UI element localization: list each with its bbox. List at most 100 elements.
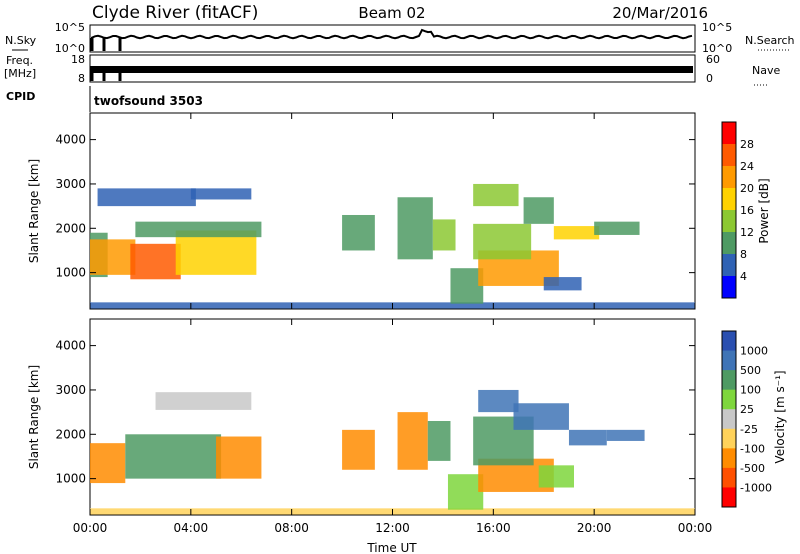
colorbar-tick-label: 16: [740, 204, 754, 217]
nave-tick-bottom: 0: [706, 72, 713, 85]
y-tick-label: 1000: [55, 472, 86, 486]
nave-label: Nave: [752, 64, 780, 77]
x-tick-label: 20:00: [577, 521, 612, 535]
data-patch: [125, 434, 222, 479]
data-patch: [568, 429, 607, 446]
colorbar-swatch: [722, 467, 736, 488]
colorbar-swatch: [722, 448, 736, 469]
y-tick-label: 2000: [55, 221, 86, 235]
colorbar-swatch: [722, 389, 736, 410]
power-plot-area: [89, 112, 696, 310]
colorbar-swatch: [722, 428, 736, 449]
parameter-panels: N.Sky 10^5 10^0 10^5 10^0 N.Search Freq.…: [4, 21, 795, 112]
freq-trace: [90, 66, 693, 81]
nave-tick-top: 60: [706, 53, 720, 66]
date-title: 20/Mar/2016: [612, 4, 708, 22]
nsearch-tick-top: 10^5: [702, 21, 732, 34]
data-patch: [478, 389, 519, 413]
data-patch: [553, 226, 600, 240]
colorbar-tick-label: 25: [740, 403, 754, 416]
colorbar-tick-label: 12: [740, 226, 754, 239]
y-tick-label: 3000: [55, 177, 86, 191]
x-tick-label: 08:00: [274, 521, 309, 535]
velocity-panel: 1000 2000 3000 4000 00:00 04:00 08:00 12:00 16:…: [27, 318, 713, 554]
data-patch: [450, 268, 484, 304]
data-patch: [606, 429, 645, 441]
colorbar-swatch: [722, 232, 736, 255]
colorbar-tick-label: 1000: [740, 345, 768, 358]
beam-title: Beam 02: [358, 4, 425, 22]
freq-tick-bottom: 8: [78, 72, 85, 85]
nsky-line: [91, 28, 693, 40]
colorbar-swatch: [722, 370, 736, 391]
colorbar-tick-label: -25: [740, 423, 758, 436]
nsky-trace: [90, 28, 693, 51]
freq-unit-label: [MHz]: [4, 67, 36, 80]
colorbar-tick-label: 24: [740, 160, 754, 173]
nsky-tick-bottom: 10^0: [55, 42, 85, 55]
velocity-xaxis: 00:00 04:00 08:00 12:00 16:00 20:00 00:00: [73, 521, 713, 535]
data-patch: [427, 420, 451, 461]
data-patch: [397, 412, 428, 470]
colorbar-tick-label: -500: [740, 462, 765, 475]
data-patch: [216, 436, 262, 479]
velocity-plot-area: [89, 318, 696, 516]
data-patch: [155, 392, 252, 410]
y-tick-label: 2000: [55, 427, 86, 441]
data-patch: [538, 465, 574, 488]
colorbar-tick-label: 8: [740, 248, 747, 261]
colorbar-swatch: [722, 188, 736, 211]
y-tick-label: 4000: [55, 339, 86, 353]
power-yaxis: 1000 2000 3000 4000: [55, 113, 696, 309]
velocity-colorbar-label: Velocity [m s⁻¹]: [773, 370, 787, 463]
colorbar-swatch: [722, 166, 736, 189]
data-patch: [594, 221, 640, 235]
data-patch: [473, 183, 519, 207]
colorbar-tick-label: 100: [740, 384, 761, 397]
power-patches: [90, 183, 695, 309]
colorbar-swatch: [722, 122, 736, 145]
colorbar-swatch: [722, 331, 736, 352]
power-ylabel: Slant Range [km]: [27, 159, 41, 263]
x-tick-label: 16:00: [476, 521, 511, 535]
site-title: Clyde River (fitACF): [92, 3, 258, 23]
colorbar-swatch: [722, 487, 736, 508]
cpid-value: twofsound 3503: [94, 94, 203, 108]
data-patch: [90, 239, 136, 275]
colorbar-swatch: [722, 254, 736, 277]
data-patch: [473, 223, 532, 260]
colorbar-tick-label: -1000: [740, 481, 772, 494]
data-patch: [543, 277, 582, 291]
data-patch: [447, 474, 484, 510]
freq-band: [92, 66, 693, 73]
colorbar-tick-label: -100: [740, 442, 765, 455]
cpid-label: CPID: [6, 90, 35, 103]
data-patch: [190, 188, 252, 200]
nsky-label: N.Sky: [5, 34, 37, 47]
freq-panel: [89, 54, 696, 83]
colorbar-swatch: [722, 144, 736, 167]
colorbar-tick-label: 4: [740, 270, 747, 283]
data-patch: [90, 443, 126, 484]
data-patch: [342, 429, 375, 470]
y-tick-label: 1000: [55, 266, 86, 280]
colorbar-swatch: [722, 210, 736, 233]
velocity-colorbar: 1000 500 100 25 -25 -100 -500 -1000: [721, 330, 772, 508]
power-colorbar-label: Power [dB]: [757, 178, 771, 243]
data-patch: [523, 197, 554, 224]
freq-tick-top: 18: [71, 53, 85, 66]
data-patch: [97, 188, 196, 207]
y-tick-label: 3000: [55, 383, 86, 397]
data-patch: [432, 219, 456, 251]
velocity-xlabel: Time UT: [366, 541, 417, 554]
freq-label: Freq.: [6, 54, 33, 67]
colorbar-swatch: [722, 276, 736, 299]
power-panel: 1000 2000 3000 4000 Slant Range [km]: [27, 112, 696, 310]
colorbar-tick-label: 28: [740, 138, 754, 151]
y-tick-label: 4000: [55, 133, 86, 147]
colorbar-swatch: [722, 409, 736, 430]
nsky-tick-top: 10^5: [55, 21, 85, 34]
nsky-panel: [89, 24, 696, 53]
data-patch: [130, 243, 181, 280]
